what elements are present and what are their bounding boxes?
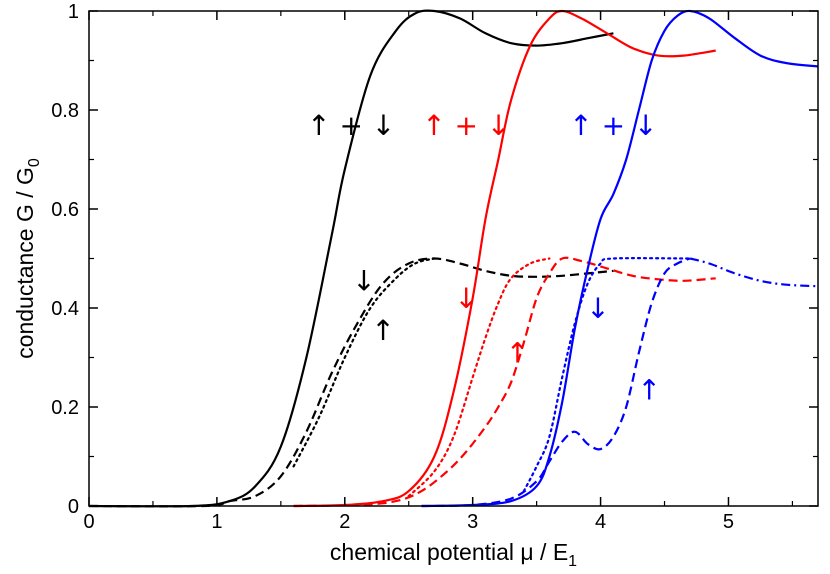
x-tick-label: 2 <box>339 511 350 533</box>
spin-annotation: ↓ <box>352 265 375 298</box>
series-line-5 <box>407 257 551 498</box>
series-line-4 <box>293 256 716 508</box>
y-tick-label: 0.4 <box>51 298 79 320</box>
y-tick-label: 0.2 <box>51 397 79 419</box>
spin-annotation: ↑ + ↓ <box>569 109 657 142</box>
x-tick-label: 4 <box>595 511 606 533</box>
spin-annotation: ↑ <box>371 314 394 347</box>
spin-annotation: ↓ <box>455 282 478 315</box>
spin-annotation: ↑ + ↓ <box>422 109 510 142</box>
tick-labels: 0 1 2 3 4 5 0 0.2 0.4 0.6 0.8 1 <box>51 1 734 533</box>
y-axis-label: conductance G / G0 <box>12 158 43 359</box>
x-axis-label-subscript: 1 <box>568 553 577 570</box>
spin-annotation: ↑ <box>506 336 529 369</box>
spin-annotation: ↓ <box>586 292 609 325</box>
series-line-7 <box>421 257 691 508</box>
x-tick-label: 5 <box>723 511 734 533</box>
series-line-9 <box>689 257 819 288</box>
series-line-2 <box>292 257 436 468</box>
annotations: ↑ + ↓ ↑ + ↓ ↑ + ↓ ↓ ↑ ↓ ↑ ↓ ↑ <box>307 109 661 407</box>
x-axis-label: chemical potential μ / E1 <box>330 539 577 570</box>
plot-lines <box>88 9 819 508</box>
x-tick-label: 1 <box>211 511 222 533</box>
x-axis-label-main: chemical potential μ / E <box>330 539 568 565</box>
series-line-8 <box>522 257 692 493</box>
plot-frame <box>88 10 819 507</box>
y-tick-label: 1 <box>68 1 79 23</box>
y-axis-label-subscript: 0 <box>26 158 43 167</box>
series-line-6 <box>421 9 819 508</box>
series-line-0 <box>88 9 614 508</box>
axis-ticks <box>88 10 818 507</box>
series-line-1 <box>88 257 614 508</box>
spin-annotation: ↑ <box>637 374 660 407</box>
spin-annotation: ↑ + ↓ <box>307 109 395 142</box>
y-axis-label-main: conductance G / G <box>12 167 38 359</box>
series-line-3 <box>293 9 716 508</box>
y-tick-label: 0 <box>68 496 79 518</box>
y-tick-label: 0.6 <box>51 199 79 221</box>
y-tick-label: 0.8 <box>51 100 79 122</box>
x-tick-label: 3 <box>467 511 478 533</box>
x-tick-label: 0 <box>83 511 94 533</box>
